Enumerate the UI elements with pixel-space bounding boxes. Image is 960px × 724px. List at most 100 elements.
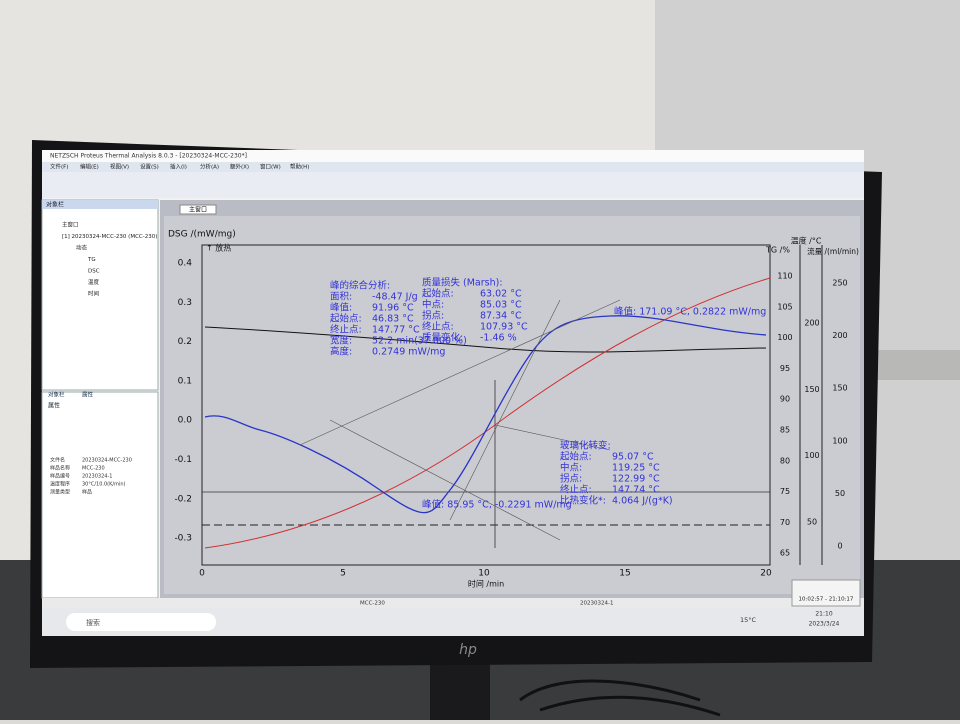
exo-label: ↑ 放热: [206, 243, 231, 253]
annotation-label: 中点:: [560, 462, 582, 474]
annotation-value: 147.77 °C: [372, 325, 420, 336]
title-bar: [42, 150, 864, 162]
dsg-curve: [204, 315, 767, 514]
tree-item[interactable]: 时间: [88, 290, 99, 298]
property-header: 属性: [48, 402, 60, 410]
menu-item[interactable]: 额外(X): [230, 163, 249, 171]
toolbar: [42, 172, 864, 198]
tg-curve: [204, 326, 767, 353]
annotation-label: 比热变化*:: [560, 495, 606, 507]
annotation-title: 质量损失 (Marsh):: [422, 277, 503, 289]
y-tick-label: 0.2: [178, 337, 192, 347]
status-text: MCC-230: [360, 601, 385, 607]
x-tick-label: 5: [340, 569, 346, 579]
annotation-label: 起始点:: [330, 313, 362, 325]
annotation-label: 质量变化:: [422, 332, 463, 344]
x-tick-label: 0: [199, 569, 205, 579]
peak-label: 峰值: 85.95 °C, -0.2291 mW/mg: [422, 499, 572, 511]
tg-tick-label: 95: [780, 364, 790, 373]
x-label: 时间 /min: [468, 579, 504, 589]
annotation-value: 107.93 °C: [480, 322, 528, 333]
temp-tick-label: 200: [804, 319, 819, 328]
search-text[interactable]: 搜索: [86, 618, 100, 627]
temp-tick-label: 50: [807, 517, 817, 526]
flow-label: 流量 /(ml/min): [807, 246, 859, 256]
annotation-value: 52.2 min(37.000 %): [372, 336, 467, 347]
annotation-value: -48.47 J/g: [372, 292, 418, 303]
annotation-value: 4.064 J/(g*K): [612, 496, 673, 507]
tab[interactable]: [179, 204, 217, 215]
y-tick-label: -0.3: [174, 534, 192, 544]
menu-item[interactable]: 插入(I): [170, 163, 187, 171]
tg-tick-label: 100: [777, 333, 792, 342]
tree-item[interactable]: DSC: [88, 269, 100, 275]
annotation-value: 119.25 °C: [612, 463, 660, 474]
tree-item[interactable]: [1] 20230324-MCC-230 (MCC-230): [62, 234, 157, 240]
tree-header: [42, 200, 158, 209]
menu-item[interactable]: 帮助(H): [290, 163, 309, 171]
annotation-value: 122.99 °C: [612, 474, 660, 485]
status-text: 20230324-1: [580, 601, 613, 607]
property-name: 样品名称: [50, 465, 70, 472]
annotation-label: 起始点:: [560, 451, 592, 463]
tg-tick-label: 70: [780, 518, 790, 527]
annotation-value: 63.02 °C: [480, 289, 522, 300]
property-value: 20230324-MCC-230: [82, 458, 132, 464]
annotation-label: 高度:: [330, 346, 352, 358]
menu-bar: [42, 162, 864, 172]
annotation-value: 147.74 °C: [612, 485, 660, 496]
tree-item[interactable]: 温度: [88, 278, 100, 286]
menu-item[interactable]: 编辑(E): [80, 163, 99, 171]
tree-panel: [41, 199, 159, 391]
annotation-value: 95.07 °C: [612, 452, 654, 463]
y-tick-label: 0.0: [178, 416, 193, 426]
annotation-label: 中点:: [422, 299, 444, 311]
y-tick-label: 0.1: [178, 376, 192, 386]
tree-header: 对象栏: [46, 201, 64, 209]
flow-tick-label: 250: [832, 279, 847, 288]
tg-tick-label: 80: [780, 456, 790, 465]
flow-tick-label: 100: [832, 436, 847, 445]
x-tick-label: 10: [478, 569, 490, 579]
annotation-value: 85.03 °C: [480, 300, 522, 311]
annotation-label: 终止点:: [330, 324, 362, 336]
tg-tick-label: 105: [777, 302, 792, 311]
tab-label[interactable]: 主窗口: [189, 206, 207, 214]
y-tick-label: 0.4: [178, 259, 193, 269]
annotation-label: 拐点:: [422, 310, 444, 322]
tree-item[interactable]: 动态: [76, 244, 88, 252]
menu-item[interactable]: 窗口(W): [260, 163, 281, 171]
tg-tick-label: 65: [780, 549, 790, 558]
tree-item[interactable]: 主窗口: [62, 221, 79, 229]
menu-item[interactable]: 分析(A): [200, 163, 219, 171]
flow-tick-label: 0: [837, 542, 842, 551]
logo: hp: [459, 642, 477, 658]
tangents: [299, 299, 621, 541]
stand: [430, 655, 490, 720]
annotation-label: 面积:: [330, 291, 352, 303]
x-tick-label: 20: [760, 569, 772, 579]
y-tick-label: -0.1: [174, 455, 192, 465]
tg-tick-label: 75: [780, 487, 790, 496]
tg-label: TG /%: [765, 246, 790, 255]
annotation-value: 0.2749 mW/mg: [372, 347, 445, 358]
annotation-label: 起始点:: [422, 288, 454, 300]
annotation-title: 峰的综合分析:: [330, 280, 390, 292]
property-value: 30°C/10.0(K/min): [82, 482, 126, 488]
menu-item[interactable]: 文件(F): [50, 163, 68, 171]
property-name: 温度程序: [50, 481, 70, 488]
clock-date: 2023/3/24: [809, 621, 840, 628]
menu-item[interactable]: 设置(S): [140, 163, 159, 171]
tg-tick-label: 110: [777, 272, 792, 281]
menu-item[interactable]: 视图(V): [110, 163, 129, 171]
property-name: 样品编号: [50, 473, 70, 480]
peak-label: 峰值: 171.09 °C, 0.2822 mW/mg: [614, 306, 766, 318]
panel-tab[interactable]: 对象栏: [48, 391, 65, 399]
y-tick-label: 0.3: [178, 298, 192, 308]
panel-tab[interactable]: 属性: [82, 391, 94, 399]
temp-tick-label: 150: [804, 385, 819, 394]
tree-item[interactable]: TG: [87, 257, 96, 263]
property-value: 20230324-1: [82, 474, 112, 480]
search-box[interactable]: [66, 613, 216, 631]
tooltip-text: 10:02:57 - 21:10:17: [799, 597, 854, 603]
